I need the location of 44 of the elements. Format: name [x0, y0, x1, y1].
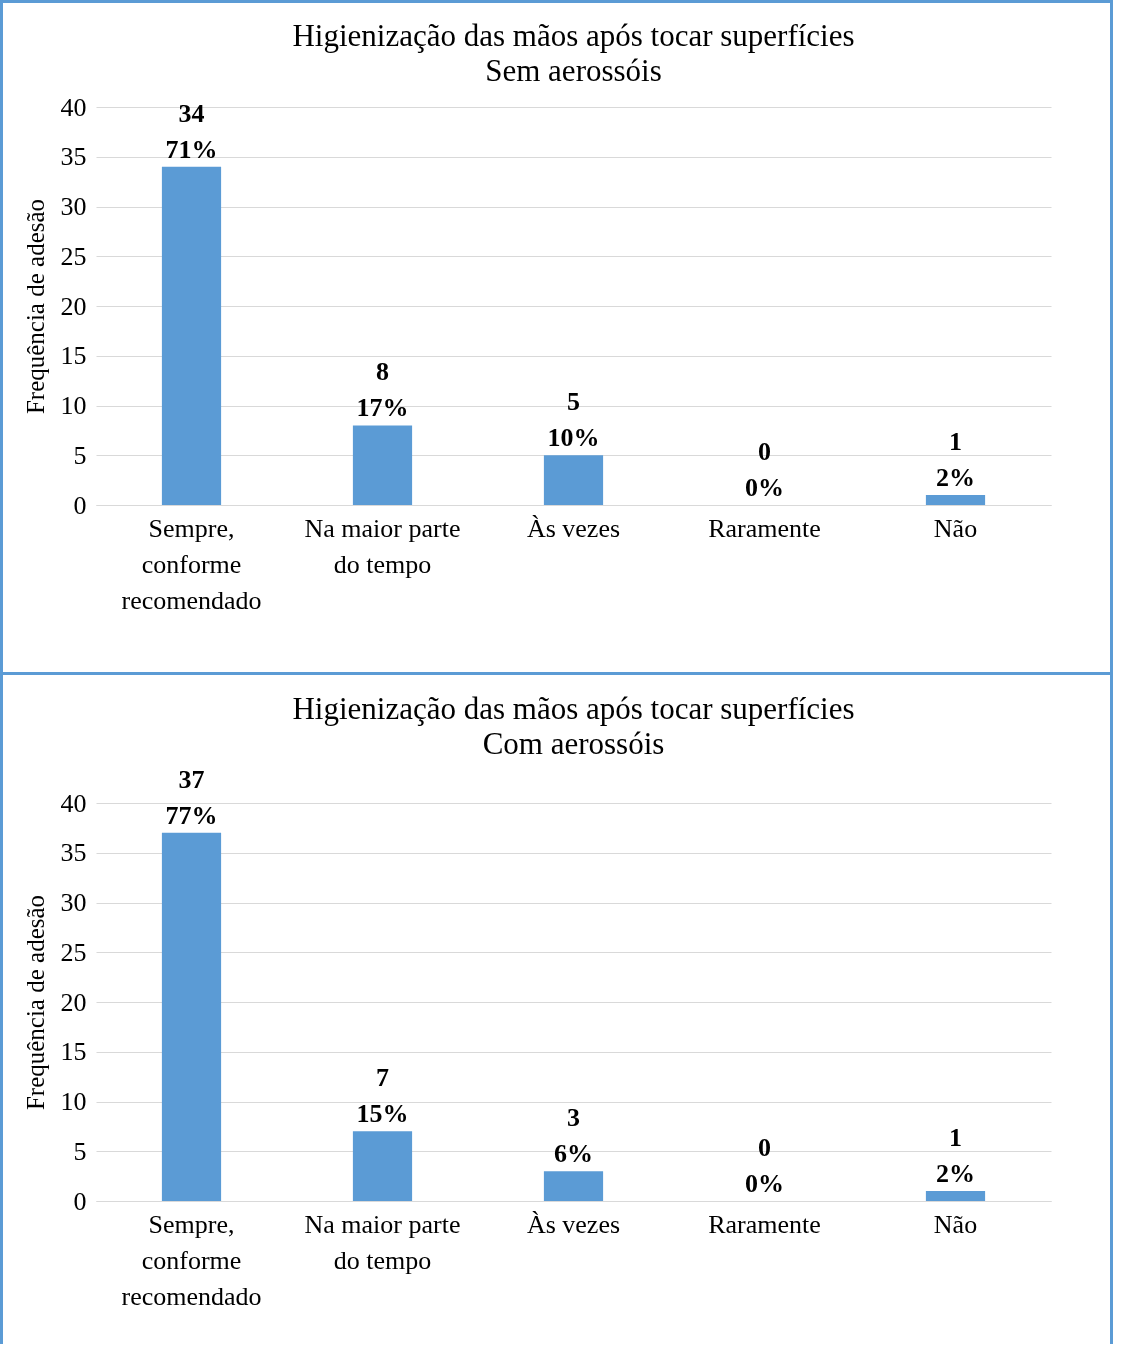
chart-subtitle: Com aerossóis [482, 725, 665, 761]
data-label: 8 17% [356, 357, 409, 423]
y-tick-label: 10 [60, 391, 87, 420]
y-tick-label: 35 [60, 838, 87, 868]
data-label: 3 6% [554, 1103, 593, 1169]
y-tick-label: 30 [60, 888, 87, 917]
data-label: 37 77% [165, 764, 218, 830]
y-tick-label: 5 [73, 1136, 87, 1166]
chart-subtitle: Sem aerossóis [485, 53, 662, 88]
y-tick-label: 25 [60, 937, 87, 967]
x-tick-label: Não [933, 513, 978, 543]
y-tick-label: 0 [73, 490, 87, 520]
x-tick-label: Às vezes [526, 1209, 621, 1239]
chart-title: Higienização das mãos após tocar superfícies [292, 690, 855, 726]
x-tick-label: Raramente [708, 1209, 821, 1239]
x-tick-label: Sempre, conforme recomendado [121, 1209, 262, 1311]
y-tick-label: 5 [73, 440, 87, 470]
y-tick-label: 30 [60, 192, 87, 221]
y-tick-label: 10 [60, 1087, 87, 1116]
y-tick-label: 20 [60, 987, 87, 1017]
x-tick-label: Não [933, 1209, 978, 1239]
y-tick-label: 0 [73, 1186, 87, 1216]
y-axis-title: Frequência de adesão [21, 894, 49, 1111]
data-label: 1 2% [936, 1123, 975, 1189]
y-tick-label: 40 [60, 788, 87, 818]
y-tick-label: 20 [60, 291, 87, 321]
data-label: 1 2% [936, 427, 975, 493]
x-tick-label: Na maior parte do tempo [304, 513, 461, 579]
y-tick-label: 15 [60, 1037, 87, 1067]
data-label: 5 10% [547, 387, 600, 453]
y-tick-label: 25 [60, 241, 87, 271]
data-label: 7 15% [356, 1063, 409, 1129]
data-label: 34 71% [165, 98, 218, 164]
y-tick-label: 35 [60, 142, 87, 172]
data-label: 0 0% [745, 437, 784, 502]
data-label: 0 0% [745, 1133, 784, 1198]
x-tick-label: Na maior parte do tempo [304, 1209, 461, 1275]
x-tick-label: Raramente [708, 513, 821, 543]
y-axis-title: Frequência de adesão [21, 198, 49, 415]
x-tick-label: Às vezes [526, 513, 621, 543]
x-tick-label: Sempre, conforme recomendado [121, 513, 262, 615]
chart-title: Higienização das mãos após tocar superfícies [292, 18, 855, 53]
y-tick-label: 40 [60, 92, 87, 122]
y-tick-label: 15 [60, 341, 87, 371]
